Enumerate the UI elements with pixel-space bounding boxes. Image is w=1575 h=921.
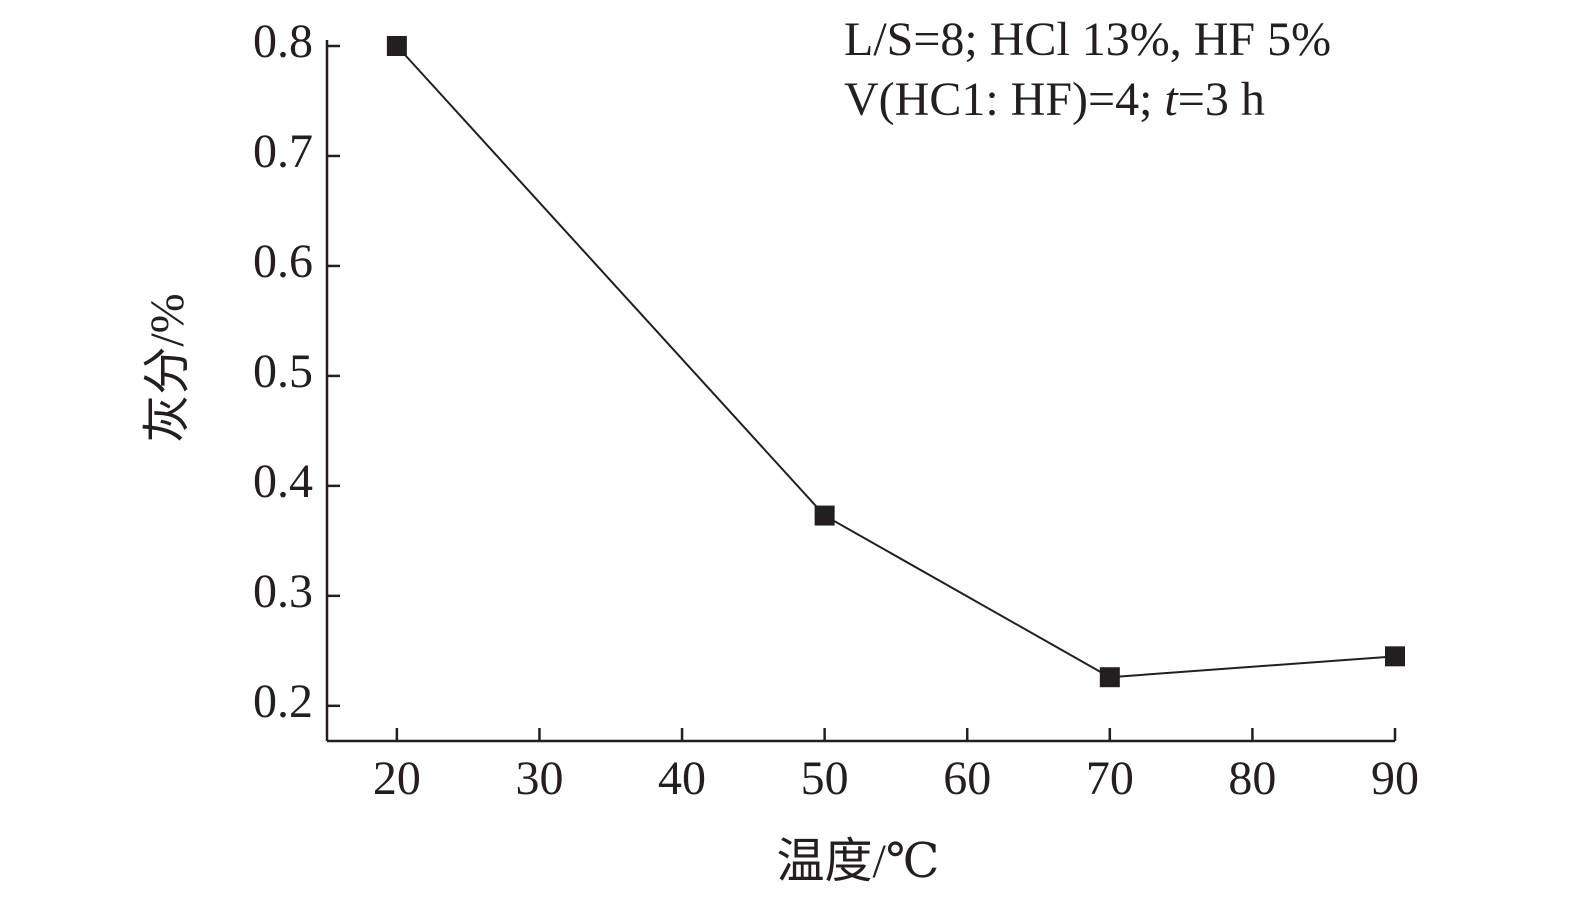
x-tick-label: 70 [1086,752,1134,805]
x-tick-label: 60 [943,752,991,805]
line [396,45,1396,679]
y-tick-label: 0.5 [253,345,313,398]
y-axis-label: 灰分/% [141,293,194,442]
y-tick-label: 0.6 [253,235,313,288]
y-tick-label: 0.2 [253,675,313,728]
y-tick-label: 0.8 [253,15,313,68]
annotation: L/S=8; HCl 13%, HF 5% [844,13,1331,66]
x-tick-label: 30 [515,752,563,805]
annotation-text: =3 h [1178,73,1265,126]
y-tick-label: 0.3 [253,565,313,618]
annotation-text: t [1164,73,1179,126]
x-axis-label: 温度/℃ [776,835,939,888]
x-tick-label: 90 [1371,752,1419,805]
marker [386,36,407,56]
y-tick-label: 0.4 [253,455,313,508]
x-tick-label: 50 [801,752,849,805]
marker [1385,646,1405,667]
marker [814,505,835,526]
annotation-text: V(HC1: HF)=4; [844,73,1164,126]
annotation-text: L/S=8; HCl 13%, HF 5% [844,13,1331,66]
y-tick-label: 0.7 [253,125,313,178]
marker [1099,667,1120,688]
x-tick-label: 40 [658,752,706,805]
x-tick-label: 80 [1228,752,1276,805]
x-tick-label: 20 [373,752,421,805]
annotation: V(HC1: HF)=4; t=3 h [844,73,1265,126]
